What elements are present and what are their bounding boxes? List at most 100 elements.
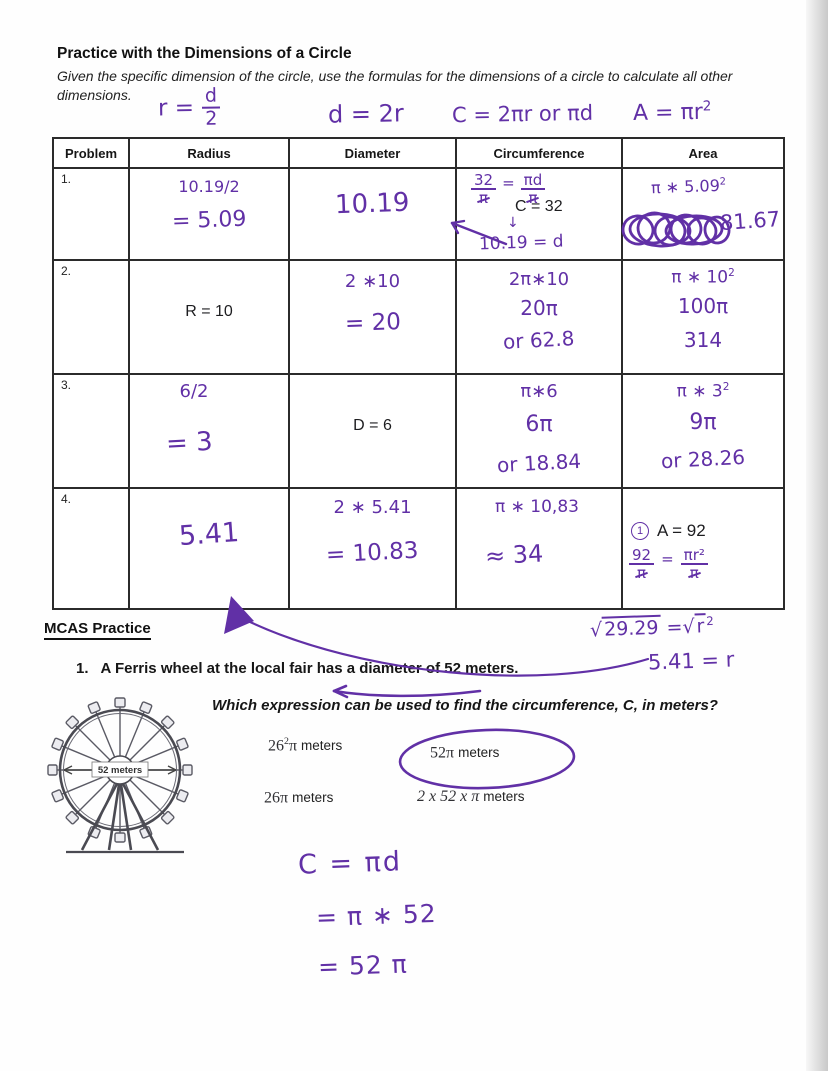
row2-area-exp: 2 xyxy=(728,267,735,279)
row1-area-exp: 2 xyxy=(719,176,727,188)
wheel-legs xyxy=(66,777,184,854)
underline-arrow xyxy=(332,684,482,699)
wheel-rim-inner xyxy=(63,713,177,827)
instructions-line2: dimensions. xyxy=(57,86,132,103)
row2-area: π ∗ 102 100π 314 xyxy=(623,261,783,375)
row4-diameter-work: 2 ∗ 5.41 xyxy=(333,497,412,518)
formula-radius-num: d xyxy=(201,85,221,109)
radical-sign: √ xyxy=(682,615,695,639)
circled-number-badge: 1 xyxy=(631,522,649,540)
frac-den-cancelled: π xyxy=(637,564,647,583)
formula-area-exp: 2 xyxy=(702,98,712,115)
row4-diameter: 2 ∗ 5.41 = 10.83 xyxy=(290,489,457,608)
scan-edge-shadow xyxy=(806,0,828,1071)
row1-radius: 10.19/2 = 5.09 xyxy=(130,169,290,261)
row4-circ-work: π ∗ 10,83 xyxy=(495,497,579,517)
row2-circ-simplified: 20π xyxy=(520,296,558,320)
option-a-value: 26 xyxy=(268,737,284,755)
option-a-exp: 2 xyxy=(284,736,289,747)
question-prompt: Which expression can be used to find the… xyxy=(212,697,718,714)
radical-sign: √ xyxy=(589,619,603,642)
row2-diameter-work: 2 ∗10 xyxy=(344,271,401,292)
row4-diameter-answer: = 10.83 xyxy=(325,537,420,569)
row4-area: 1 A = 92 92 π = πr² π xyxy=(623,489,783,608)
pi-symbol: π xyxy=(288,737,298,755)
frac-num: 32 xyxy=(471,172,497,191)
col-header-circumference: Circumference xyxy=(457,139,623,169)
row3-area-simplified: 9π xyxy=(689,409,717,435)
frac-den-cancelled: π xyxy=(528,189,538,208)
col-header-radius: Radius xyxy=(130,139,290,169)
col-header-area: Area xyxy=(623,139,783,169)
frac-den-cancelled: π xyxy=(479,189,489,208)
row3-area-decimal: or 28.26 xyxy=(660,444,746,473)
option-b-unit: meters xyxy=(458,745,500,761)
equals-sign: = xyxy=(502,174,515,192)
row2-circ-work: 2π∗10 xyxy=(508,269,570,290)
row1-circ-result: 10.19 = d xyxy=(478,231,564,255)
radicand-exp: 2 xyxy=(705,613,714,629)
wheel-rim xyxy=(58,708,182,832)
formula-diameter: d = 2r xyxy=(327,99,404,129)
pi-symbol: π xyxy=(280,789,289,807)
work-line-2: = π ∗ 52 xyxy=(315,898,438,933)
option-b: 52π meters xyxy=(430,743,499,762)
option-a: 262π meters xyxy=(268,736,342,755)
row2-circumference: 2π∗10 20π or 62.8 xyxy=(457,261,623,375)
row4-circumference: π ∗ 10,83 ≈ 34 xyxy=(457,489,623,608)
option-d-unit: meters xyxy=(483,789,525,804)
formula-radius-lhs: r = xyxy=(157,94,195,122)
page-title: Practice with the Dimensions of a Circle xyxy=(57,45,352,62)
formula-radius-den: 2 xyxy=(205,107,218,130)
option-c-unit: meters xyxy=(292,790,334,806)
dimensions-table: Problem Radius Diameter Circumference Ar… xyxy=(52,137,785,610)
row3-radius-answer: = 3 xyxy=(164,426,214,460)
annotation-result: 5.41 = r xyxy=(647,647,735,675)
row3-diameter-given: D = 6 xyxy=(353,417,392,434)
radicand: 29.29 xyxy=(601,615,661,642)
row2-diameter: 2 ∗10 = 20 xyxy=(290,261,457,375)
work-line-1: C = πd xyxy=(297,846,403,881)
row1-area: π ∗ 5.092 81.67 xyxy=(623,169,783,261)
row1-radius-answer: = 5.09 xyxy=(171,206,247,235)
row1-diameter: 10.19 xyxy=(290,169,457,261)
row3-area-exp: 2 xyxy=(722,381,730,393)
instructions-line1: Given the specific dimension of the circ… xyxy=(57,68,733,84)
question-number: 1. xyxy=(76,660,89,677)
col-header-problem: Problem xyxy=(54,139,130,169)
row3-area-work: π ∗ 3 xyxy=(676,381,723,402)
row3-circ-work: π∗6 xyxy=(520,381,558,402)
row1-circumference: 32 π = πd π C = 32 ↓ 10.19 = d xyxy=(457,169,623,261)
row4-radius: 5.41 xyxy=(130,489,290,608)
formula-area: A = πr2 xyxy=(633,98,712,126)
pi-symbol: π xyxy=(446,744,455,762)
row4-problem: 4. xyxy=(54,489,130,608)
mcas-heading: MCAS Practice xyxy=(44,620,151,640)
option-d-value: 2 x 52 x π xyxy=(417,788,480,805)
instructions: Given the specific dimension of the circ… xyxy=(57,67,802,105)
frac-num: πr² xyxy=(680,547,708,566)
row4-circ-answer: ≈ 34 xyxy=(484,539,544,571)
row3-circ-decimal: or 18.84 xyxy=(496,448,582,478)
frac-den-cancelled: π xyxy=(689,564,699,583)
row4-area-given: A = 92 xyxy=(657,521,706,540)
row1-problem: 1. xyxy=(54,169,130,261)
frac-num: πd xyxy=(520,172,546,191)
question-1: 1. A Ferris wheel at the local fair has … xyxy=(76,660,518,677)
option-a-unit: meters xyxy=(301,738,343,754)
row1-area-work: π ∗ 5.09 xyxy=(650,175,721,198)
option-d: 2 x 52 x π meters xyxy=(417,788,524,806)
formula-area-base: A = πr xyxy=(632,99,703,127)
diameter-label-box xyxy=(91,761,149,778)
col-header-diameter: Diameter xyxy=(290,139,457,169)
row3-circ-simplified: 6π xyxy=(525,412,553,437)
row2-area-simplified: 100π xyxy=(677,293,729,318)
option-c: 26π meters xyxy=(264,788,333,807)
diameter-label: 52 meters xyxy=(98,765,142,776)
formula-circumference: C = 2πr or πd xyxy=(451,100,594,128)
row3-diameter: D = 6 xyxy=(290,375,457,489)
row3-circumference: π∗6 6π or 18.84 xyxy=(457,375,623,489)
equals-sign: = xyxy=(661,550,674,568)
row3-radius-work: 6/2 xyxy=(179,381,209,402)
